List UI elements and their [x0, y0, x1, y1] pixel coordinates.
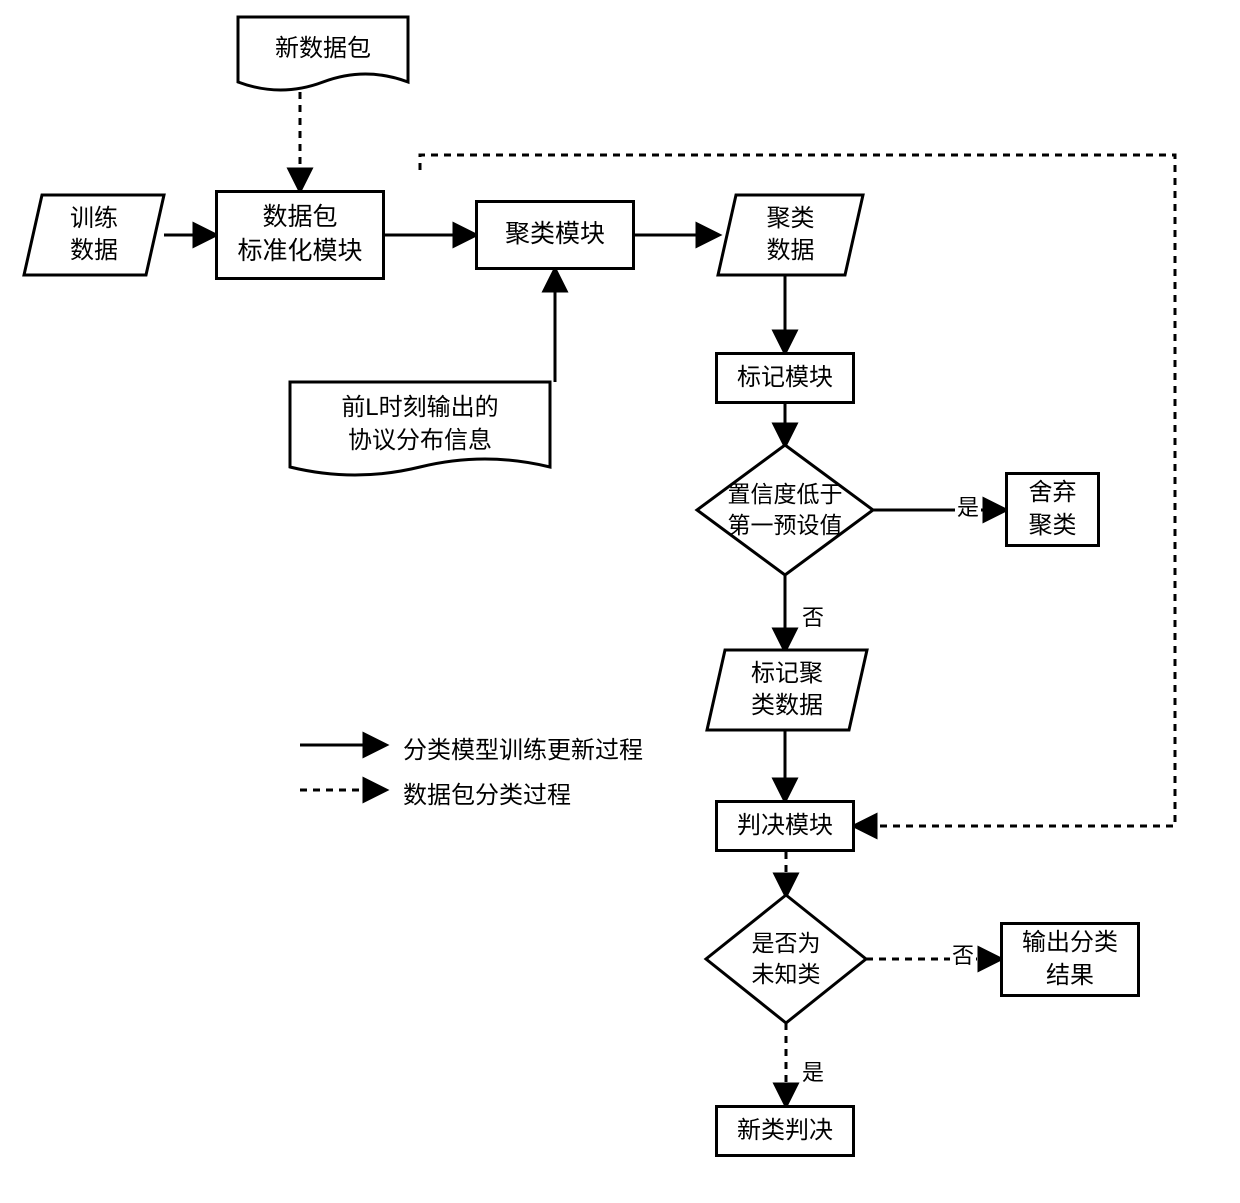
node-new_class: 新类判决 [715, 1105, 855, 1157]
edge-label-decision_conf-labeled_data: 否 [800, 600, 826, 632]
edge-label-decision_unknown-new_class: 是 [800, 1055, 826, 1087]
node-output_result: 输出分类结果 [1000, 922, 1140, 997]
flowchart-canvas: 新数据包训练数据数据包标准化模块聚类模块聚类数据前L时刻输出的协议分布信息标记模… [0, 0, 1240, 1203]
node-train_data [24, 195, 164, 275]
node-cluster_data [718, 195, 863, 275]
node-decision_unknown [706, 895, 866, 1023]
node-labeled_data [707, 650, 867, 730]
legend-label-1: 数据包分类过程 [403, 775, 571, 810]
node-decision_conf [697, 445, 873, 575]
node-normalize: 数据包标准化模块 [215, 190, 385, 280]
node-decide_module: 判决模块 [715, 800, 855, 852]
edge-label-decision_conf-discard: 是 [955, 490, 981, 522]
node-prev_info [290, 382, 550, 487]
node-discard: 舍弃聚类 [1005, 472, 1100, 547]
node-label_module: 标记模块 [715, 352, 855, 404]
edges-layer [0, 0, 1240, 1203]
node-cluster: 聚类模块 [475, 200, 635, 270]
node-new_packet [238, 17, 408, 102]
edge-label-decision_unknown-output_result: 否 [950, 938, 976, 970]
legend-label-0: 分类模型训练更新过程 [403, 730, 643, 765]
